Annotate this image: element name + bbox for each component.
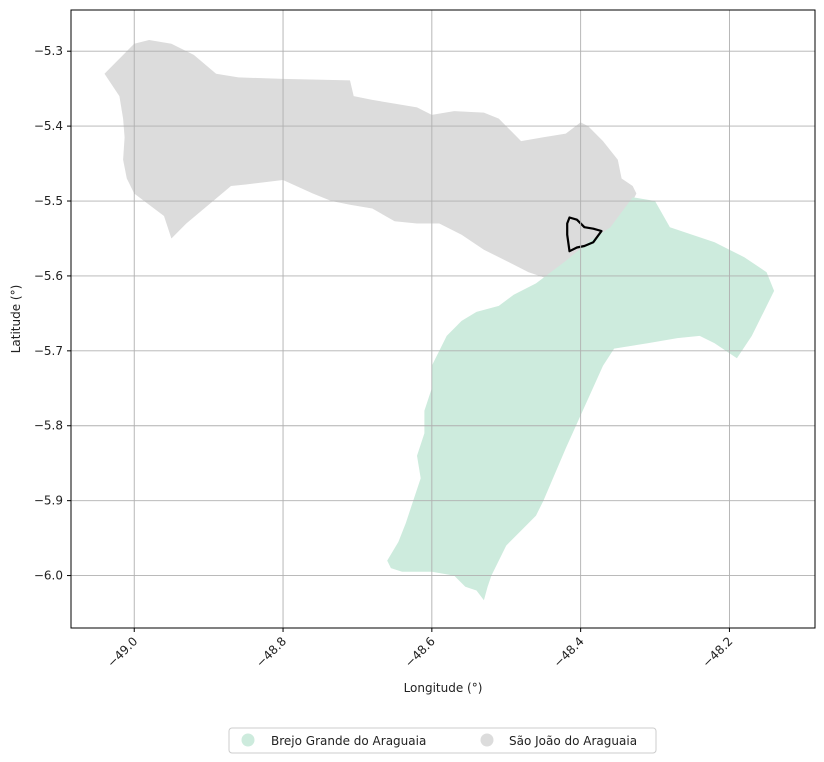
plot-frame: [70, 9, 816, 629]
y-tick-label: −6.0: [34, 569, 63, 583]
y-tick-label: −5.5: [34, 194, 63, 208]
gridlines: [71, 10, 815, 628]
legend-box: [228, 727, 657, 754]
y-tick-label: −5.4: [34, 119, 63, 133]
y-tick-label: −5.6: [34, 269, 63, 283]
legend-marker-brejo-grande: [241, 733, 255, 747]
x-axis-label: Longitude (°): [404, 681, 483, 695]
y-tick-label: −5.7: [34, 344, 63, 358]
outline-layer: [566, 216, 603, 253]
highlighted-area-outline: [566, 216, 603, 253]
legend-label-brejo-grande: Brejo Grande do Araguaia: [271, 734, 426, 748]
legend: Brejo Grande do Araguaia São João do Ara…: [228, 727, 657, 754]
region-sao-joao-do-araguaia: [104, 40, 637, 280]
legend-label-sao-joao: São João do Araguaia: [509, 734, 637, 748]
y-tick-label: −5.8: [34, 419, 63, 433]
legend-marker-sao-joao: [480, 733, 494, 747]
y-tick-label: −5.3: [34, 44, 63, 58]
y-tick-label: −5.9: [34, 494, 63, 508]
y-axis-label: Latitude (°): [9, 285, 23, 354]
